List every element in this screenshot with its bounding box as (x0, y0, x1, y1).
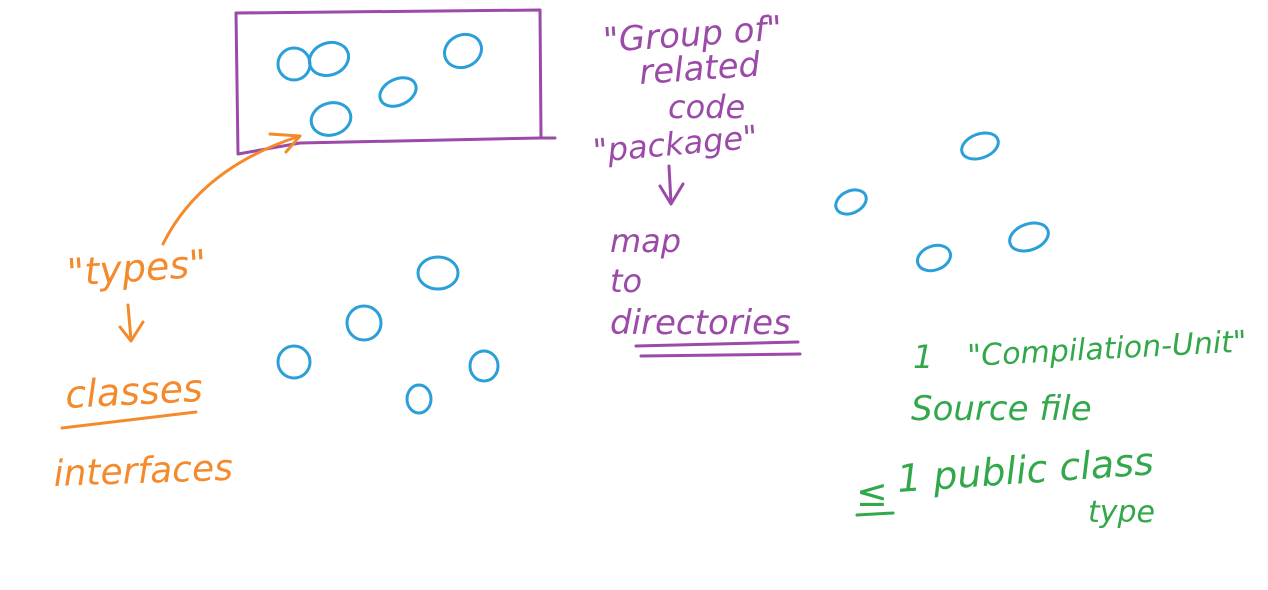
type-circle (276, 46, 312, 82)
one-text: 1 (913, 338, 933, 376)
type-circle (309, 101, 353, 137)
source-file-text: Source file (911, 389, 1092, 429)
package-box (234, 8, 557, 156)
related-text: related (638, 45, 762, 93)
directories-text: directories (610, 303, 791, 343)
compilation-annotation: 1 "Compilation-Unit" Source file ≤ 1 pub… (856, 324, 1248, 530)
types-text: "types" (66, 241, 208, 295)
map-text: map (610, 222, 681, 260)
classes-underline (60, 410, 198, 430)
compilation-unit-text: "Compilation-Unit" (967, 324, 1248, 374)
package-annotation: "Group of" related code "package" map to… (591, 9, 790, 343)
type-circle (1008, 221, 1050, 253)
type-circle (416, 255, 460, 291)
types-annotation: "types" classes interfaces (53, 241, 234, 495)
le-underline (855, 511, 895, 517)
package-down-arrow (658, 164, 685, 206)
type-circle (405, 383, 433, 415)
package-types-group (276, 32, 483, 137)
loose-types-group (276, 255, 500, 415)
underlines (60, 340, 895, 517)
to-text: to (610, 262, 642, 300)
type-circle (378, 76, 418, 108)
right-types-group (834, 131, 1050, 273)
type-circle (834, 188, 868, 216)
types-down-arrow (118, 303, 145, 343)
interfaces-text: interfaces (53, 448, 234, 495)
type-circle (443, 32, 483, 70)
type-text: type (1088, 495, 1155, 530)
type-circle (468, 349, 500, 383)
directories-underline-1 (634, 340, 800, 348)
classes-text: classes (64, 366, 204, 417)
type-circle (916, 243, 952, 273)
package-text: "package" (591, 118, 759, 170)
type-circle (307, 40, 351, 78)
public-class-text: 1 public class (896, 439, 1155, 501)
type-circle (276, 344, 312, 380)
types-to-package-arrow (161, 132, 302, 246)
code-text: code (668, 88, 745, 126)
type-circle (345, 304, 383, 342)
type-circle (960, 131, 1000, 161)
directories-underline-2 (639, 352, 802, 358)
le-symbol-text: ≤ (856, 471, 888, 515)
